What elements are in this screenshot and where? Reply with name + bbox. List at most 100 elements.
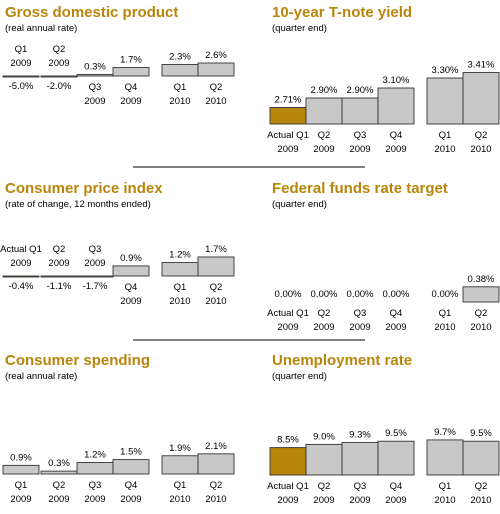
bar-gdp-5 [197, 62, 235, 77]
bar-unemployment-0 [269, 447, 307, 476]
value-label-tnote-3: 3.10% [383, 75, 410, 86]
category-label-fedfunds-0: Actual Q1 2009 [267, 308, 309, 333]
category-label-gdp-1: Q2 2009 [48, 44, 69, 69]
value-label-fedfunds-4: 0.00% [432, 289, 459, 300]
category-label-fedfunds-1: Q2 2009 [313, 308, 334, 333]
category-label-gdp-3: Q4 2009 [120, 82, 141, 107]
bar-cpi-1 [40, 275, 78, 278]
value-label-cpi-2: -1.7% [83, 281, 108, 292]
category-label-spending-2: Q3 2009 [84, 480, 105, 505]
value-label-fedfunds-5: 0.38% [468, 274, 495, 285]
value-label-gdp-2: 0.3% [84, 62, 106, 73]
category-label-unemployment-3: Q4 2009 [385, 481, 406, 506]
value-label-gdp-3: 1.7% [120, 55, 142, 66]
value-label-cpi-5: 1.7% [205, 244, 227, 255]
category-label-unemployment-5: Q2 2010 [470, 481, 491, 506]
category-label-cpi-2: Q3 2009 [84, 244, 105, 269]
bar-fedfunds-5 [462, 286, 500, 303]
value-label-gdp-1: -2.0% [47, 81, 72, 92]
bar-tnote-0 [269, 107, 307, 125]
category-label-cpi-4: Q1 2010 [169, 282, 190, 307]
bar-cpi-2 [76, 275, 114, 278]
value-label-spending-3: 1.5% [120, 447, 142, 458]
bar-gdp-4 [161, 64, 199, 77]
chart-subtitle-fedfunds: (quarter end) [272, 199, 327, 210]
category-label-cpi-0: Actual Q1 2009 [0, 244, 42, 269]
bar-spending-4 [161, 455, 199, 475]
bar-tnote-5 [462, 72, 500, 125]
chart-title-gdp: Gross domestic product [5, 4, 178, 21]
bar-unemployment-2 [341, 442, 379, 476]
chart-subtitle-tnote: (quarter end) [272, 23, 327, 34]
bar-tnote-3 [377, 87, 415, 125]
value-label-gdp-4: 2.3% [169, 52, 191, 63]
value-label-tnote-5: 3.41% [468, 60, 495, 71]
bar-gdp-2 [76, 74, 114, 77]
bar-cpi-3 [112, 265, 150, 277]
bar-gdp-0 [2, 75, 40, 78]
bar-spending-1 [40, 470, 78, 475]
value-label-tnote-2: 2.90% [347, 85, 374, 96]
category-label-cpi-5: Q2 2010 [205, 282, 226, 307]
chart-subtitle-gdp: (real annual rate) [5, 23, 77, 34]
value-label-fedfunds-0: 0.00% [275, 289, 302, 300]
bar-cpi-5 [197, 256, 235, 277]
category-label-unemployment-2: Q3 2009 [349, 481, 370, 506]
category-label-cpi-3: Q4 2009 [120, 282, 141, 307]
category-label-tnote-2: Q3 2009 [349, 130, 370, 155]
value-label-cpi-3: 0.9% [120, 253, 142, 264]
chart-title-unemployment: Unemployment rate [272, 352, 412, 369]
category-label-fedfunds-4: Q1 2010 [434, 308, 455, 333]
bar-spending-2 [76, 462, 114, 475]
category-label-unemployment-4: Q1 2010 [434, 481, 455, 506]
value-label-fedfunds-3: 0.00% [383, 289, 410, 300]
value-label-spending-4: 1.9% [169, 443, 191, 454]
bar-unemployment-4 [426, 439, 464, 476]
bar-gdp-3 [112, 67, 150, 77]
chart-subtitle-spending: (real annual rate) [5, 371, 77, 382]
value-label-unemployment-4: 9.7% [434, 427, 456, 438]
value-label-spending-5: 2.1% [205, 441, 227, 452]
value-label-spending-0: 0.9% [10, 452, 32, 463]
bar-spending-3 [112, 459, 150, 475]
value-label-unemployment-2: 9.3% [349, 429, 371, 440]
category-label-unemployment-0: Actual Q1 2009 [267, 481, 309, 506]
bar-unemployment-5 [462, 440, 500, 476]
bar-unemployment-3 [377, 440, 415, 476]
bar-tnote-4 [426, 77, 464, 125]
category-label-tnote-1: Q2 2009 [313, 130, 334, 155]
bar-cpi-4 [161, 262, 199, 277]
value-label-unemployment-3: 9.5% [385, 428, 407, 439]
chart-title-tnote: 10-year T-note yield [272, 4, 412, 21]
value-label-gdp-0: -5.0% [9, 81, 34, 92]
category-label-gdp-0: Q1 2009 [10, 44, 31, 69]
value-label-tnote-1: 2.90% [311, 85, 338, 96]
value-label-gdp-5: 2.6% [205, 50, 227, 61]
value-label-unemployment-5: 9.5% [470, 428, 492, 439]
value-label-unemployment-0: 8.5% [277, 435, 299, 446]
chart-subtitle-cpi: (rate of change, 12 months ended) [5, 199, 151, 210]
bar-spending-0 [2, 464, 40, 475]
category-label-spending-1: Q2 2009 [48, 480, 69, 505]
category-label-fedfunds-3: Q4 2009 [385, 308, 406, 333]
bar-unemployment-1 [305, 443, 343, 476]
category-label-spending-5: Q2 2010 [205, 480, 226, 505]
category-label-gdp-4: Q1 2010 [169, 82, 190, 107]
value-label-tnote-0: 2.71% [275, 95, 302, 106]
category-label-cpi-1: Q2 2009 [48, 244, 69, 269]
bar-tnote-1 [305, 97, 343, 125]
category-label-tnote-0: Actual Q1 2009 [267, 130, 309, 155]
value-label-fedfunds-1: 0.00% [311, 289, 338, 300]
category-label-tnote-5: Q2 2010 [470, 130, 491, 155]
value-label-cpi-0: -0.4% [9, 281, 34, 292]
category-label-tnote-3: Q4 2009 [385, 130, 406, 155]
category-label-fedfunds-2: Q3 2009 [349, 308, 370, 333]
value-label-spending-1: 0.3% [48, 458, 70, 469]
category-label-spending-3: Q4 2009 [120, 480, 141, 505]
value-label-cpi-4: 1.2% [169, 250, 191, 261]
category-label-unemployment-1: Q2 2009 [313, 481, 334, 506]
category-label-tnote-4: Q1 2010 [434, 130, 455, 155]
category-label-spending-0: Q1 2009 [10, 480, 31, 505]
chart-title-fedfunds: Federal funds rate target [272, 180, 448, 197]
